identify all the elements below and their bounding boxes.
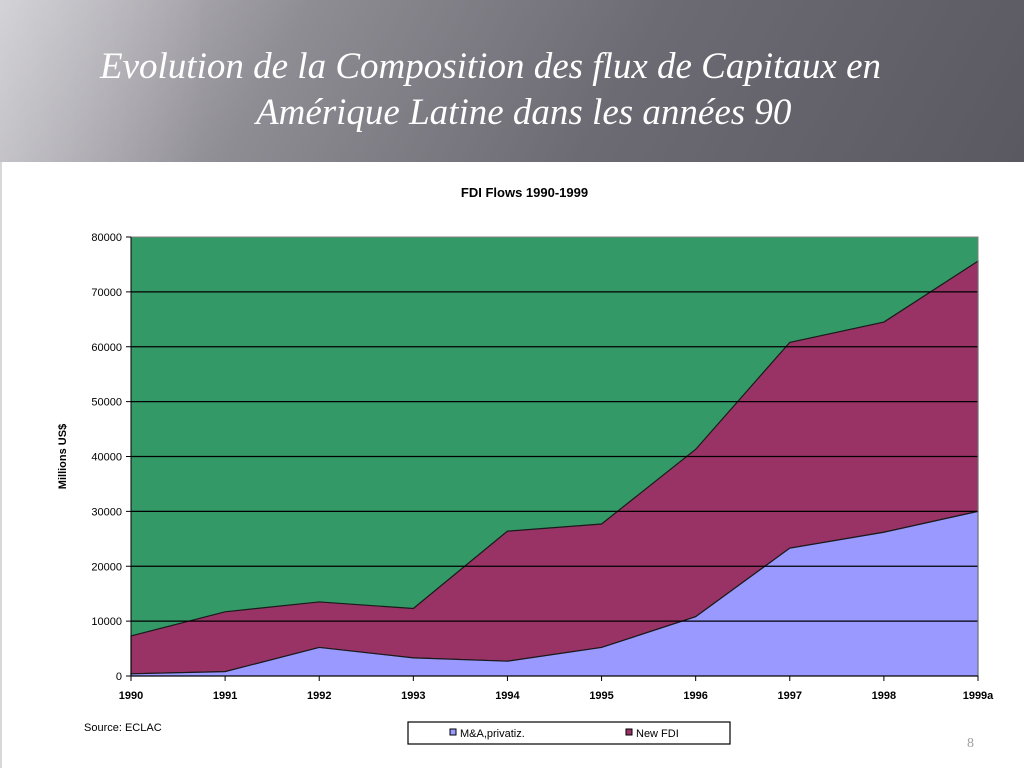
y-tick-label: 0 — [116, 671, 122, 683]
slide-title-line-2: Amérique Latine dans les années 90 — [256, 92, 792, 133]
x-tick-label: 1999a — [963, 690, 994, 702]
chart-title: FDI Flows 1990-1999 — [461, 185, 588, 200]
y-tick-label: 10000 — [91, 616, 122, 628]
x-tick-label: 1991 — [213, 690, 237, 702]
slide-left-rule — [0, 162, 2, 768]
y-tick-label: 30000 — [91, 506, 122, 518]
y-tick-label: 50000 — [91, 397, 122, 409]
y-tick-label: 60000 — [91, 342, 122, 354]
slide-title-line-1: Evolution de la Composition des flux de … — [100, 46, 882, 87]
x-tick-label: 1995 — [589, 690, 613, 702]
header-sheen — [0, 0, 200, 162]
y-tick-label: 40000 — [91, 452, 122, 464]
y-axis-label: Millions US$ — [57, 424, 69, 489]
y-tick-label: 80000 — [91, 232, 122, 244]
y-tick-label: 70000 — [91, 287, 122, 299]
source-note: Source: ECLAC — [84, 722, 162, 734]
legend-box — [407, 721, 731, 745]
x-tick-label: 1993 — [401, 690, 425, 702]
x-tick-label: 1992 — [307, 690, 331, 702]
y-tick-label: 20000 — [91, 561, 122, 573]
x-tick-label: 1990 — [119, 690, 143, 702]
legend-label: New FDI — [636, 728, 679, 740]
slide-header: Evolution de la Composition des flux de … — [0, 0, 1024, 162]
x-tick-label: 1996 — [683, 690, 707, 702]
fdi-chart: FDI Flows 1990-1999 0 10000 20000 30000 40000… — [57, 185, 994, 745]
legend-swatch — [449, 728, 457, 736]
legend-label: M&A,privatiz. — [460, 728, 525, 740]
page-number: 8 — [967, 736, 974, 751]
x-tick-label: 1998 — [872, 690, 896, 702]
legend-swatch — [625, 728, 633, 736]
x-tick-label: 1997 — [778, 690, 802, 702]
x-tick-label: 1994 — [495, 690, 520, 702]
